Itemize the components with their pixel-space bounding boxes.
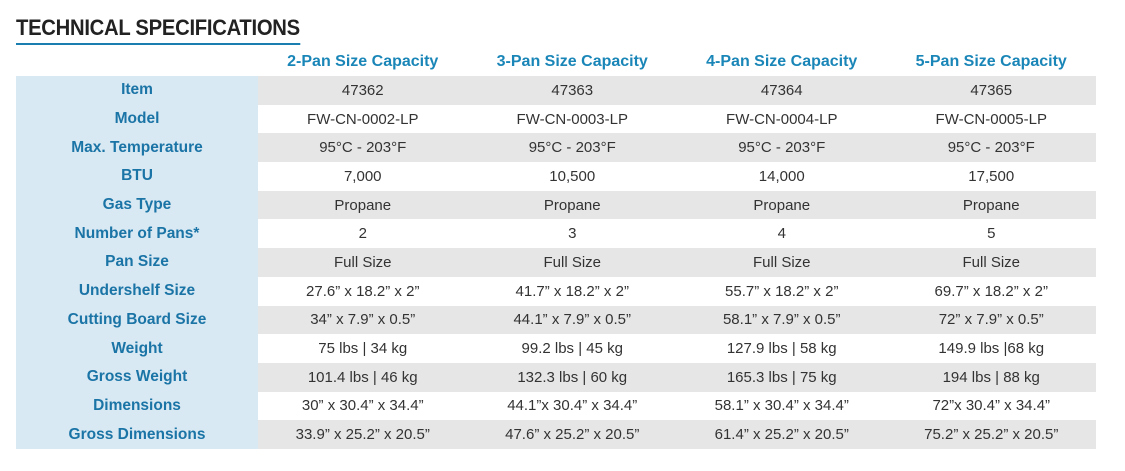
cell-value: Propane [677, 190, 887, 220]
cell-value: 194 lbs | 88 kg [886, 362, 1096, 392]
cell-value: 33.9” x 25.2” x 20.5” [258, 420, 468, 449]
cell-value: 10,500 [467, 162, 677, 191]
cell-value: 72”x 30.4” x 34.4” [886, 391, 1096, 421]
cell-value: FW-CN-0003-LP [467, 104, 677, 134]
row-label: Dimensions [16, 391, 258, 421]
cell-value: 149.9 lbs |68 kg [886, 334, 1096, 363]
cell-value: 95°C - 203°F [886, 133, 1096, 163]
cell-value: 75.2” x 25.2” x 20.5” [886, 420, 1096, 449]
table-row: Item 47362 47363 47364 47365 [16, 76, 1096, 105]
row-label: Pan Size [16, 248, 258, 277]
cell-value: 127.9 lbs | 58 kg [677, 334, 887, 363]
cell-value: 47362 [258, 76, 468, 105]
table-row: Number of Pans* 2 3 4 5 [16, 219, 1096, 249]
row-label: Undershelf Size [16, 276, 258, 306]
row-label: Gas Type [16, 190, 258, 220]
table-row: BTU 7,000 10,500 14,000 17,500 [16, 162, 1096, 191]
header-row: 2-Pan Size Capacity 3-Pan Size Capacity … [16, 48, 1096, 76]
cell-value: 47365 [886, 76, 1096, 105]
row-label: Gross Weight [16, 362, 258, 392]
cell-value: 3 [467, 219, 677, 249]
cell-value: 95°C - 203°F [467, 133, 677, 163]
cell-value: 75 lbs | 34 kg [258, 334, 468, 363]
cell-value: 47363 [467, 76, 677, 105]
cell-value: Full Size [467, 248, 677, 277]
table-row: Undershelf Size 27.6” x 18.2” x 2” 41.7” x… [16, 276, 1096, 306]
cell-value: 30” x 30.4” x 34.4” [258, 391, 468, 421]
cell-value: Full Size [258, 248, 468, 277]
table-row: Weight 75 lbs | 34 kg 99.2 lbs | 45 kg 127.… [16, 334, 1096, 363]
cell-value: FW-CN-0002-LP [258, 104, 468, 134]
cell-value: 95°C - 203°F [258, 133, 468, 163]
cell-value: 58.1” x 7.9” x 0.5” [677, 305, 887, 335]
cell-value: 44.1” x 7.9” x 0.5” [467, 305, 677, 335]
header-blank [16, 48, 258, 76]
cell-value: Propane [258, 190, 468, 220]
row-label: Max. Temperature [16, 133, 258, 163]
row-label: BTU [16, 162, 258, 191]
column-header: 2-Pan Size Capacity [258, 48, 468, 76]
column-header: 3-Pan Size Capacity [467, 48, 677, 76]
row-label: Weight [16, 334, 258, 363]
cell-value: 44.1”x 30.4” x 34.4” [467, 391, 677, 421]
cell-value: 61.4” x 25.2” x 20.5” [677, 420, 887, 449]
cell-value: 17,500 [886, 162, 1096, 191]
table-row: Cutting Board Size 34” x 7.9” x 0.5” 44.1”… [16, 305, 1096, 335]
cell-value: 95°C - 203°F [677, 133, 887, 163]
cell-value: FW-CN-0005-LP [886, 104, 1096, 134]
table-row: Gross Dimensions 33.9” x 25.2” x 20.5” 47.… [16, 420, 1096, 449]
cell-value: Propane [886, 190, 1096, 220]
row-label: Model [16, 104, 258, 134]
cell-value: 99.2 lbs | 45 kg [467, 334, 677, 363]
cell-value: 27.6” x 18.2” x 2” [258, 276, 468, 306]
cell-value: 55.7” x 18.2” x 2” [677, 276, 887, 306]
cell-value: 7,000 [258, 162, 468, 191]
table-row: Gas Type Propane Propane Propane Propane [16, 190, 1096, 220]
spec-table: 2-Pan Size Capacity 3-Pan Size Capacity … [16, 48, 1096, 449]
cell-value: 47.6” x 25.2” x 20.5” [467, 420, 677, 449]
row-label: Cutting Board Size [16, 305, 258, 335]
cell-value: 101.4 lbs | 46 kg [258, 362, 468, 392]
table-row: Max. Temperature 95°C - 203°F 95°C - 203°F… [16, 133, 1096, 163]
column-header: 4-Pan Size Capacity [677, 48, 887, 76]
cell-value: 72” x 7.9” x 0.5” [886, 305, 1096, 335]
cell-value: 47364 [677, 76, 887, 105]
cell-value: 69.7” x 18.2” x 2” [886, 276, 1096, 306]
cell-value: 2 [258, 219, 468, 249]
table-row: Dimensions 30” x 30.4” x 34.4” 44.1”x 30.4… [16, 391, 1096, 421]
table-row: Pan Size Full Size Full Size Full Size Full … [16, 248, 1096, 277]
row-label: Gross Dimensions [16, 420, 258, 449]
cell-value: 4 [677, 219, 887, 249]
cell-value: 41.7” x 18.2” x 2” [467, 276, 677, 306]
cell-value: FW-CN-0004-LP [677, 104, 887, 134]
page-title: TECHNICAL SPECIFICATIONS [16, 15, 300, 45]
cell-value: 5 [886, 219, 1096, 249]
table-row: Model FW-CN-0002-LP FW-CN-0003-LP FW-CN-000… [16, 104, 1096, 134]
cell-value: 14,000 [677, 162, 887, 191]
cell-value: 34” x 7.9” x 0.5” [258, 305, 468, 335]
cell-value: 58.1” x 30.4” x 34.4” [677, 391, 887, 421]
cell-value: 132.3 lbs | 60 kg [467, 362, 677, 392]
table-row: Gross Weight 101.4 lbs | 46 kg 132.3 lbs |… [16, 362, 1096, 392]
cell-value: 165.3 lbs | 75 kg [677, 362, 887, 392]
cell-value: Propane [467, 190, 677, 220]
row-label: Item [16, 76, 258, 105]
row-label: Number of Pans* [16, 219, 258, 249]
cell-value: Full Size [677, 248, 887, 277]
column-header: 5-Pan Size Capacity [886, 48, 1096, 76]
cell-value: Full Size [886, 248, 1096, 277]
